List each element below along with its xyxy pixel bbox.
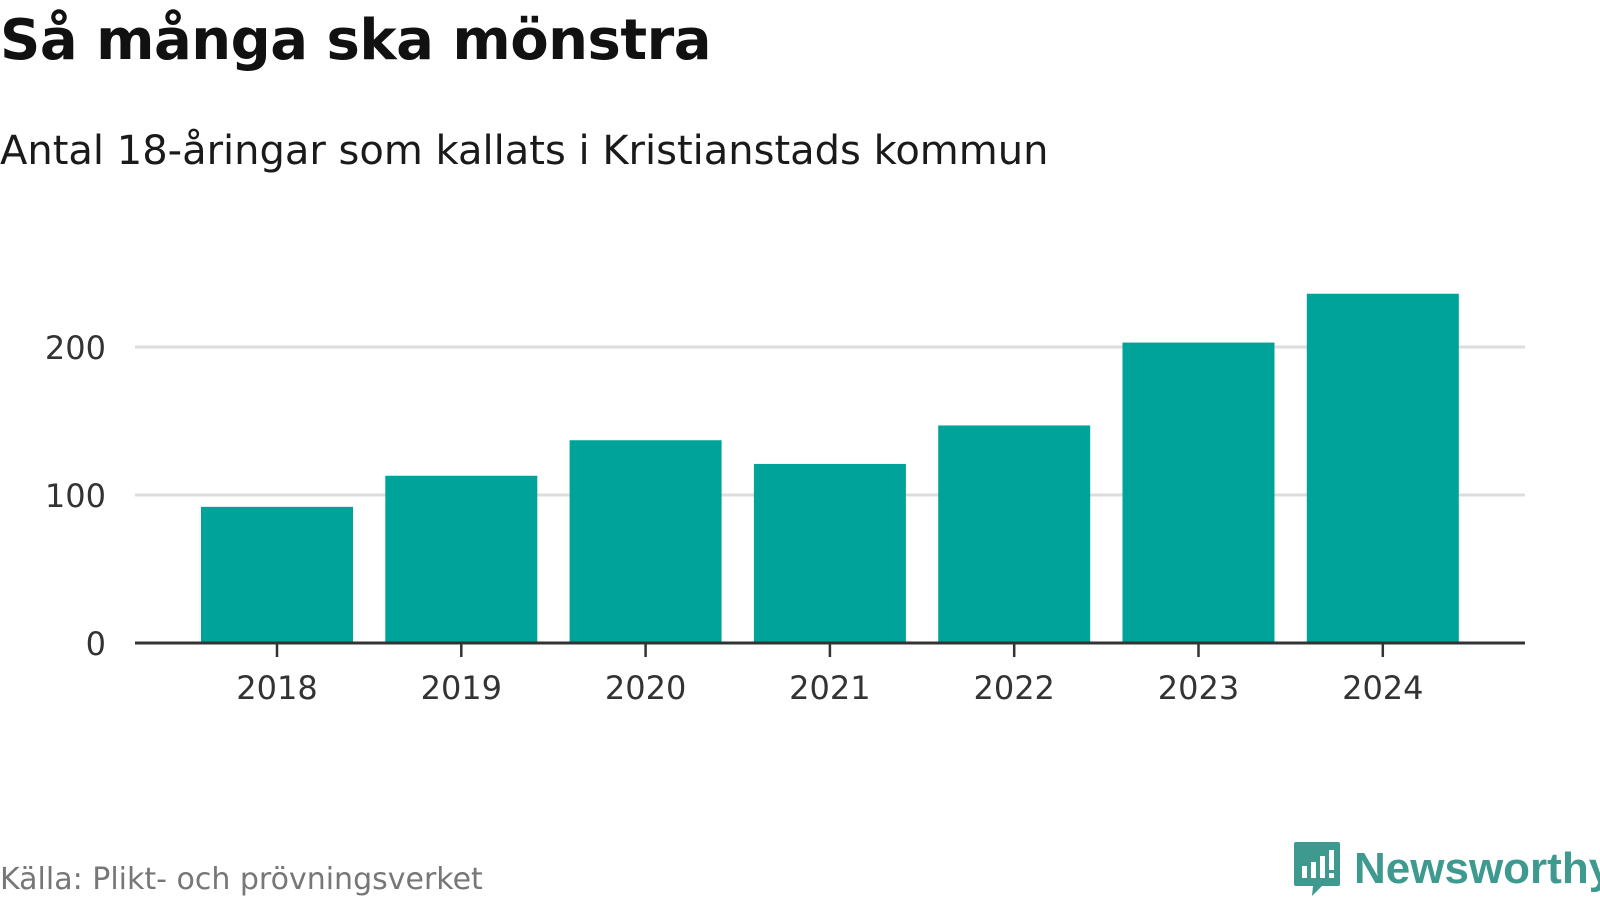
newsworthy-logo-icon	[1294, 842, 1340, 896]
bar-2023	[1122, 342, 1275, 643]
x-tick-label-2021: 2021	[789, 669, 870, 707]
chart-title: Så många ska mönstra	[0, 8, 712, 73]
bar-2022	[938, 425, 1091, 643]
brand-logo[interactable]: Newsworthy	[1292, 840, 1600, 898]
brand-name: Newsworthy	[1354, 844, 1600, 893]
bar-2019	[385, 475, 538, 643]
x-tick-label-2018: 2018	[236, 669, 317, 707]
chart-subtitle: Antal 18-åringar som kallats i Kristians…	[0, 128, 1049, 174]
tick-labels: 0 100 200 2018 2019 2020 2021 2022 2023 2024	[45, 329, 1424, 707]
bar-2020	[569, 440, 722, 643]
bar-2024	[1306, 293, 1459, 643]
y-tick-label-200: 200	[45, 329, 106, 367]
x-tick-label-2020: 2020	[605, 669, 686, 707]
x-tick-label-2019: 2019	[421, 669, 502, 707]
bar-chart: 0 100 200 2018 2019 2020 2021 2022 2023 2024	[45, 293, 1525, 707]
source-note: Källa: Plikt- och prövningsverket	[0, 862, 483, 897]
bars	[201, 293, 1459, 643]
bar-2021	[753, 463, 906, 643]
x-tick-label-2022: 2022	[973, 669, 1054, 707]
y-tick-label-0: 0	[86, 625, 106, 663]
bar-2018	[201, 506, 353, 643]
x-tick-label-2023: 2023	[1158, 669, 1239, 707]
x-tick-label-2024: 2024	[1342, 669, 1423, 707]
y-tick-label-100: 100	[45, 477, 106, 515]
x-axis	[135, 641, 1525, 657]
